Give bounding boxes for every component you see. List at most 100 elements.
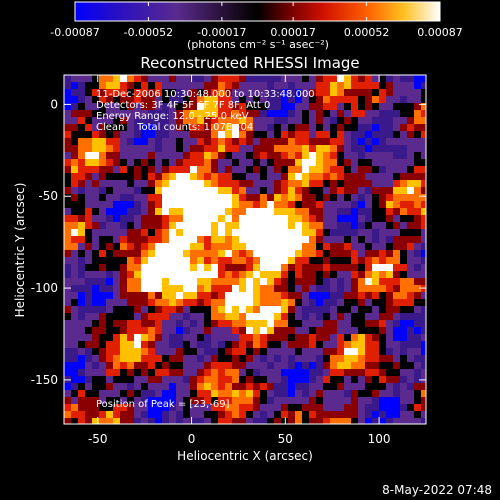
heatmap-cell xyxy=(169,418,176,424)
heatmap-cell xyxy=(239,250,246,257)
heatmap-cell xyxy=(239,313,246,320)
heatmap-cell xyxy=(71,292,78,299)
heatmap-cell xyxy=(218,201,225,208)
heatmap-cell xyxy=(155,369,162,376)
heatmap-cell xyxy=(309,138,316,145)
heatmap-cell xyxy=(162,82,169,89)
heatmap-cell xyxy=(92,376,99,383)
heatmap-cell xyxy=(267,194,274,201)
heatmap-cell xyxy=(99,96,106,103)
heatmap-cell xyxy=(316,418,323,424)
heatmap-cell xyxy=(141,194,148,201)
heatmap-cell xyxy=(281,334,288,341)
heatmap-cell xyxy=(337,82,344,89)
heatmap-cell xyxy=(148,278,155,285)
heatmap-cell xyxy=(239,124,246,131)
heatmap-cell xyxy=(253,383,260,390)
heatmap-cell xyxy=(246,334,253,341)
heatmap-cell xyxy=(155,89,162,96)
heatmap-cell xyxy=(204,173,211,180)
heatmap-cell xyxy=(141,341,148,348)
heatmap-cell xyxy=(141,418,148,424)
heatmap-cell xyxy=(246,201,253,208)
heatmap-cell xyxy=(260,82,267,89)
heatmap-cell xyxy=(197,229,204,236)
heatmap-cell xyxy=(281,383,288,390)
heatmap-cell xyxy=(92,145,99,152)
heatmap-cell xyxy=(295,257,302,264)
heatmap-cell xyxy=(183,138,190,145)
heatmap-cell xyxy=(190,243,197,250)
heatmap-cell xyxy=(358,201,365,208)
heatmap-cell xyxy=(379,173,386,180)
heatmap-cell xyxy=(386,103,393,110)
heatmap-cell xyxy=(141,173,148,180)
heatmap-cell xyxy=(337,292,344,299)
heatmap-cell xyxy=(337,96,344,103)
heatmap-cell xyxy=(85,187,92,194)
heatmap-cell xyxy=(330,285,337,292)
heatmap-cell xyxy=(281,180,288,187)
heatmap-cell xyxy=(106,264,113,271)
heatmap-cell xyxy=(155,306,162,313)
heatmap-cell xyxy=(330,201,337,208)
heatmap-cell xyxy=(260,96,267,103)
heatmap-cell xyxy=(358,208,365,215)
heatmap-cell xyxy=(407,369,414,376)
heatmap-cell xyxy=(71,285,78,292)
heatmap-cell xyxy=(288,411,295,418)
plot-area xyxy=(64,75,426,424)
heatmap-cell xyxy=(183,292,190,299)
heatmap-cell xyxy=(134,404,141,411)
heatmap-cell xyxy=(218,82,225,89)
heatmap-cell xyxy=(400,145,407,152)
heatmap-cell xyxy=(295,383,302,390)
heatmap-cell xyxy=(323,103,330,110)
heatmap-cell xyxy=(281,208,288,215)
heatmap-cell xyxy=(253,376,260,383)
heatmap-cell xyxy=(288,75,295,82)
heatmap-cell xyxy=(141,215,148,222)
heatmap-cell xyxy=(288,82,295,89)
heatmap-cell xyxy=(358,299,365,306)
heatmap-cell xyxy=(407,103,414,110)
heatmap-cell xyxy=(218,362,225,369)
heatmap-cell xyxy=(64,173,71,180)
heatmap-cell xyxy=(218,117,225,124)
heatmap-cell xyxy=(379,376,386,383)
heatmap-cell xyxy=(71,257,78,264)
heatmap-cell xyxy=(162,131,169,138)
heatmap-cell xyxy=(344,397,351,404)
heatmap-cell xyxy=(148,264,155,271)
heatmap-cell xyxy=(190,383,197,390)
heatmap-cell xyxy=(85,306,92,313)
heatmap-cell xyxy=(365,264,372,271)
heatmap-cell xyxy=(71,180,78,187)
heatmap-cell xyxy=(253,236,260,243)
heatmap-cell xyxy=(64,145,71,152)
heatmap-cell xyxy=(78,418,85,424)
heatmap-cell xyxy=(302,166,309,173)
heatmap-cell xyxy=(162,320,169,327)
heatmap-cell xyxy=(309,320,316,327)
heatmap-cell xyxy=(351,173,358,180)
heatmap-cell xyxy=(232,257,239,264)
heatmap-cell xyxy=(134,397,141,404)
heatmap-cell xyxy=(414,152,421,159)
heatmap-cell xyxy=(316,404,323,411)
heatmap-cell xyxy=(85,327,92,334)
heatmap-cell xyxy=(183,320,190,327)
heatmap-cell xyxy=(295,313,302,320)
heatmap-cell xyxy=(267,285,274,292)
heatmap-cell xyxy=(218,173,225,180)
heatmap-cell xyxy=(267,138,274,145)
heatmap-cell xyxy=(358,75,365,82)
heatmap-cell xyxy=(190,110,197,117)
heatmap-cell xyxy=(106,285,113,292)
heatmap-cell xyxy=(400,327,407,334)
heatmap-cell xyxy=(211,264,218,271)
heatmap-cell xyxy=(211,306,218,313)
heatmap-cell xyxy=(372,173,379,180)
heatmap-cell xyxy=(197,369,204,376)
heatmap-cell xyxy=(78,208,85,215)
